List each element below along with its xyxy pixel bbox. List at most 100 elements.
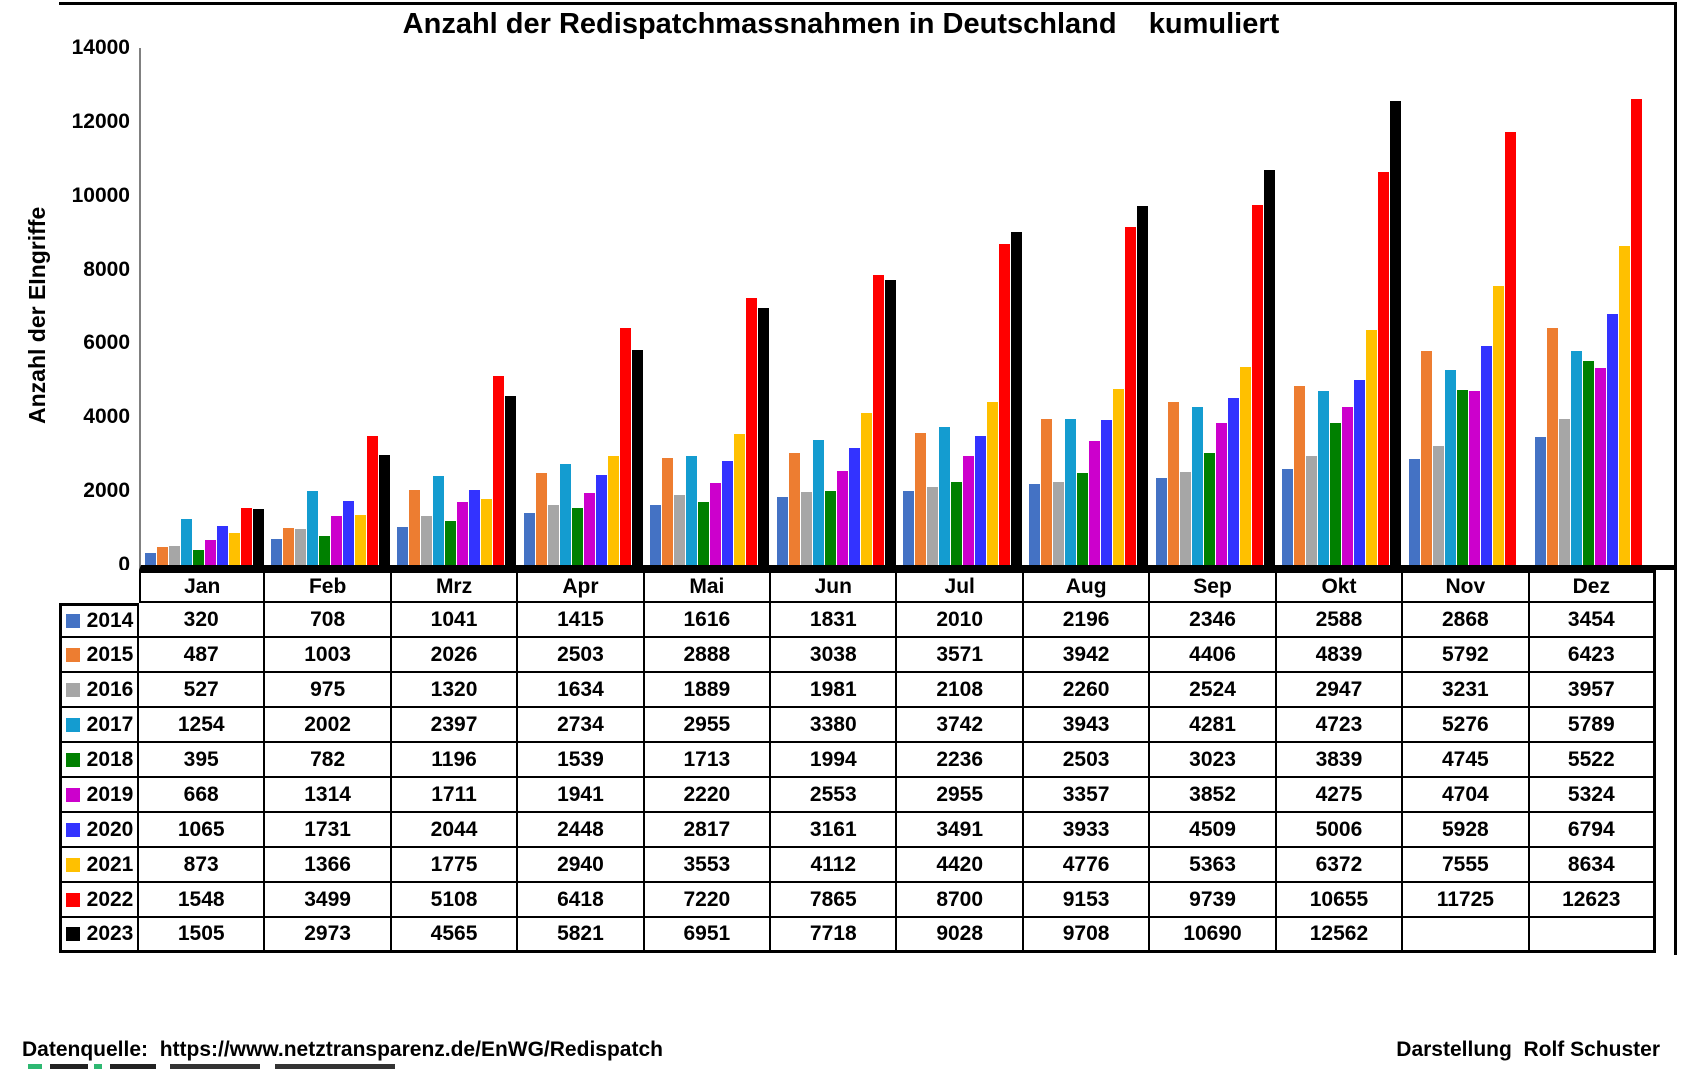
bar-group-Aug [1026,48,1152,565]
bar-2016-Apr [547,505,559,565]
bar-2023-Jun [884,280,896,565]
legend-2023: 2023 [59,918,139,953]
cell-2017-Dez: 5789 [1529,708,1656,743]
cell-2017-Jan: 1254 [139,708,266,743]
legend-2014: 2014 [59,603,139,638]
bar-2019-Mai [710,483,722,565]
bar-2016-Mrz [421,516,433,565]
cell-2015-Mai: 2888 [644,638,772,673]
bar-2023-Okt [1390,101,1402,565]
cell-2017-Feb: 2002 [265,708,392,743]
bar-2018-Sep [1203,453,1215,565]
cell-2020-Jan: 1065 [139,813,266,848]
series-year-label: 2014 [86,609,134,632]
series-color-swatch-2016 [65,682,80,697]
cell-2021-Mai: 3553 [644,848,772,883]
cell-2019-Mai: 2220 [644,778,772,813]
bar-2015-Nov [1420,351,1432,565]
legend-2019: 2019 [59,778,139,813]
bar-2019-Nov [1468,391,1480,565]
cell-2015-Nov: 5792 [1403,638,1530,673]
cell-2018-Jun: 1994 [771,743,898,778]
cell-2021-Dez: 8634 [1529,848,1656,883]
cell-2016-Jul: 2108 [897,673,1024,708]
bar-2015-Feb [283,528,295,565]
y-tick-label-12000: 12000 [71,109,130,133]
series-color-swatch-2020 [65,822,80,837]
bar-2014-Nov [1408,459,1420,565]
cell-2017-Mrz: 2397 [391,708,519,743]
cell-2014-Sep: 2346 [1150,603,1277,638]
bar-2023-Sep [1263,170,1275,565]
bar-2014-Mrz [397,527,409,565]
clipped-glyph [28,1064,42,1069]
month-header-Jun: Jun [771,570,898,603]
cell-2018-Mai: 1713 [644,743,772,778]
legend-2022: 2022 [59,883,139,918]
bar-group-Jun [773,48,899,565]
series-year-label: 2022 [86,887,134,911]
cell-2020-Jul: 3491 [897,813,1024,848]
cell-2021-Aug: 4776 [1023,848,1151,883]
series-year-label: 2018 [86,747,134,771]
legend-2016: 2016 [59,673,139,708]
cell-2021-Sep: 5363 [1150,848,1277,883]
cell-2019-Feb: 1314 [265,778,392,813]
cell-2019-Nov: 4704 [1403,778,1530,813]
cell-2015-Jun: 3038 [771,638,898,673]
bar-2020-Jun [848,448,860,565]
bar-2022-Mai [746,298,758,565]
cell-2020-Nov: 5928 [1403,813,1530,848]
cell-2015-Jul: 3571 [897,638,1024,673]
cell-2014-Mrz: 1041 [391,603,519,638]
cell-2016-Jun: 1981 [771,673,898,708]
bar-2022-Nov [1504,132,1516,565]
bar-2018-Jul [951,482,963,565]
cell-2022-Nov: 11725 [1403,883,1530,918]
series-color-swatch-2023 [65,927,80,941]
bar-2016-Okt [1306,456,1318,565]
credit-text: Darstellung Rolf Schuster [1396,1038,1660,1061]
cell-2018-Feb: 782 [265,743,392,778]
month-header-Aug: Aug [1023,570,1151,603]
bar-2018-Dez [1582,361,1594,565]
cell-2022-Mai: 7220 [644,883,772,918]
cell-2016-Nov: 3231 [1403,673,1530,708]
bar-2016-Sep [1179,472,1191,565]
y-tick-label-10000: 10000 [71,183,130,207]
cell-2014-Mai: 1616 [644,603,772,638]
y-tick-label-6000: 6000 [83,331,130,355]
cell-2018-Apr: 1539 [518,743,645,778]
cell-2019-Mrz: 1711 [391,778,519,813]
cell-2021-Okt: 6372 [1276,848,1404,883]
series-color-swatch-2014 [65,614,80,628]
cell-2023-Mrz: 4565 [391,918,519,953]
bar-2015-Aug [1041,419,1053,565]
cell-2022-Apr: 6418 [518,883,645,918]
cell-2020-Mrz: 2044 [391,813,519,848]
bar-2019-Sep [1215,423,1227,565]
bar-2017-Jun [812,440,824,565]
bar-2021-Jun [860,413,872,565]
bar-2019-Feb [331,516,343,565]
bar-2015-Apr [535,473,547,565]
bar-2023-Feb [379,455,391,565]
bar-2017-Mai [686,456,698,565]
cell-2018-Dez: 5522 [1529,743,1656,778]
cell-2021-Jun: 4112 [771,848,898,883]
cell-2019-Jun: 2553 [771,778,898,813]
legend-2020: 2020 [59,813,139,848]
cell-2015-Dez: 6423 [1529,638,1656,673]
chart-frame-top-border [59,2,1677,5]
bar-2018-Okt [1330,423,1342,565]
cell-2022-Jun: 7865 [771,883,898,918]
cell-2023-Jul: 9028 [897,918,1024,953]
cell-2014-Apr: 1415 [518,603,645,638]
cell-2022-Aug: 9153 [1023,883,1151,918]
cell-2022-Sep: 9739 [1150,883,1277,918]
bar-2019-Mrz [457,502,469,565]
bar-2014-Feb [271,539,283,565]
cell-2015-Feb: 1003 [265,638,392,673]
cell-2021-Mrz: 1775 [391,848,519,883]
series-year-label: 2023 [86,922,134,945]
